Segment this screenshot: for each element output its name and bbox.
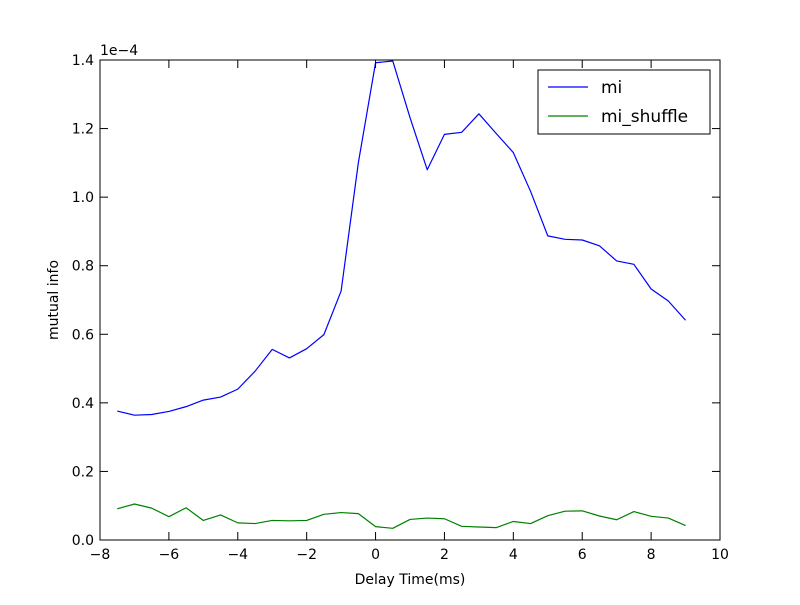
x-tick-label: 4	[509, 547, 518, 563]
legend-label-mi-shuffle: mi_shuffle	[601, 107, 688, 127]
y-tick-label: 0.0	[72, 533, 94, 549]
y-tick-label: 0.4	[72, 396, 94, 412]
legend-label-mi: mi	[601, 78, 622, 98]
series-line-mi	[117, 60, 687, 416]
series-layer	[117, 60, 687, 529]
x-tick-label: −4	[227, 547, 248, 563]
x-tick-label: 0	[371, 547, 380, 563]
y-tick-label: 1.2	[72, 122, 94, 138]
x-tick-label: 6	[578, 547, 587, 563]
legend: mi mi_shuffle	[537, 69, 711, 135]
x-tick-label: 10	[711, 547, 729, 563]
y-tick-label: 1.4	[72, 53, 94, 69]
y-tick-label: 0.8	[72, 259, 94, 275]
x-axis: −8 −6 −4 −2 0 2 4 6 8 10	[90, 60, 729, 563]
x-axis-label: Delay Time(ms)	[355, 572, 466, 588]
y-tick-label: 0.2	[72, 464, 94, 480]
series-line-mi-shuffle	[117, 503, 686, 529]
y-tick-label: 1.0	[72, 190, 94, 206]
y-axis-offset-text: 1e−4	[100, 43, 138, 59]
x-tick-label: −8	[90, 547, 111, 563]
legend-box	[537, 69, 711, 135]
y-axis: 0.0 0.2 0.4 0.6 0.8 1.0 1.2 1.4	[72, 53, 720, 549]
x-tick-label: 8	[647, 547, 656, 563]
y-tick-label: 0.6	[72, 327, 94, 343]
plot-frame	[99, 59, 721, 541]
x-tick-label: 2	[440, 547, 449, 563]
x-tick-label: −6	[159, 547, 180, 563]
y-axis-label: mutual info	[46, 260, 62, 340]
plot-area	[100, 60, 720, 540]
x-tick-label: −2	[296, 547, 317, 563]
